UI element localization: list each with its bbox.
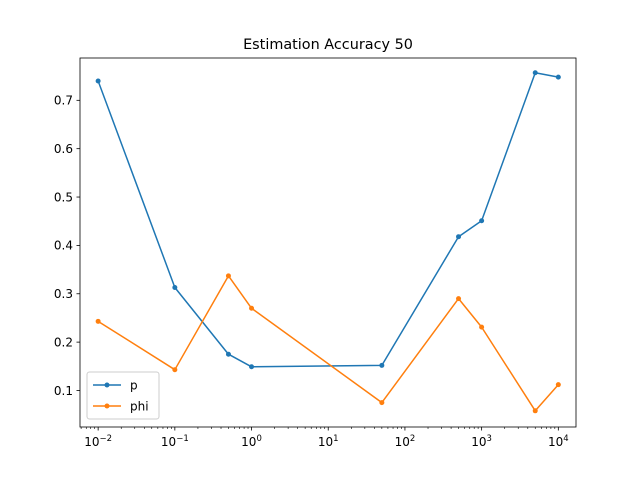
y-tick-label: 0.1 xyxy=(54,384,73,398)
x-tick-label: 102 xyxy=(395,434,416,449)
x-tick-label: 10−2 xyxy=(84,434,112,449)
data-point-p xyxy=(172,284,178,290)
plot-frame xyxy=(79,57,577,428)
data-point-phi xyxy=(95,318,101,324)
x-tick-label: 10−1 xyxy=(161,434,189,449)
legend-label-phi: phi xyxy=(130,399,149,413)
legend: p phi xyxy=(86,371,160,420)
y-tick-label: 0.2 xyxy=(54,335,73,349)
data-point-phi xyxy=(456,296,462,302)
data-point-phi xyxy=(555,382,561,388)
data-point-phi xyxy=(379,400,385,406)
series-layer xyxy=(95,70,561,414)
y-tick-label: 0.3 xyxy=(54,287,73,301)
data-point-p xyxy=(479,218,485,224)
data-point-phi xyxy=(172,367,178,373)
data-point-phi xyxy=(225,273,231,279)
data-point-p xyxy=(555,74,561,80)
data-point-phi xyxy=(479,324,485,330)
data-point-phi xyxy=(249,305,255,311)
axes-layer: 10−2 10−1 100 101 102 103 104 0.1 0.2 0.3 0.4 0.5 0.… xyxy=(54,57,577,449)
legend-label-p: p xyxy=(130,378,138,392)
y-tick-label: 0.5 xyxy=(54,190,73,204)
x-tick-label: 100 xyxy=(241,434,262,449)
data-point-p xyxy=(456,234,462,240)
data-point-p xyxy=(532,70,538,76)
legend-marker-phi xyxy=(104,403,110,409)
data-point-p xyxy=(379,362,385,368)
legend-marker-p xyxy=(104,382,110,388)
data-point-p xyxy=(225,351,231,357)
y-tick-label: 0.7 xyxy=(54,94,73,108)
y-tick-label: 0.4 xyxy=(54,239,73,253)
data-point-phi xyxy=(532,408,538,414)
x-tick-label: 104 xyxy=(548,434,569,449)
y-tick-label: 0.6 xyxy=(54,142,73,156)
x-tick-label: 103 xyxy=(471,434,492,449)
data-point-p xyxy=(249,364,255,370)
x-tick-label: 101 xyxy=(318,434,339,449)
data-point-p xyxy=(95,78,101,84)
chart-title: Estimation Accuracy 50 xyxy=(243,37,413,53)
